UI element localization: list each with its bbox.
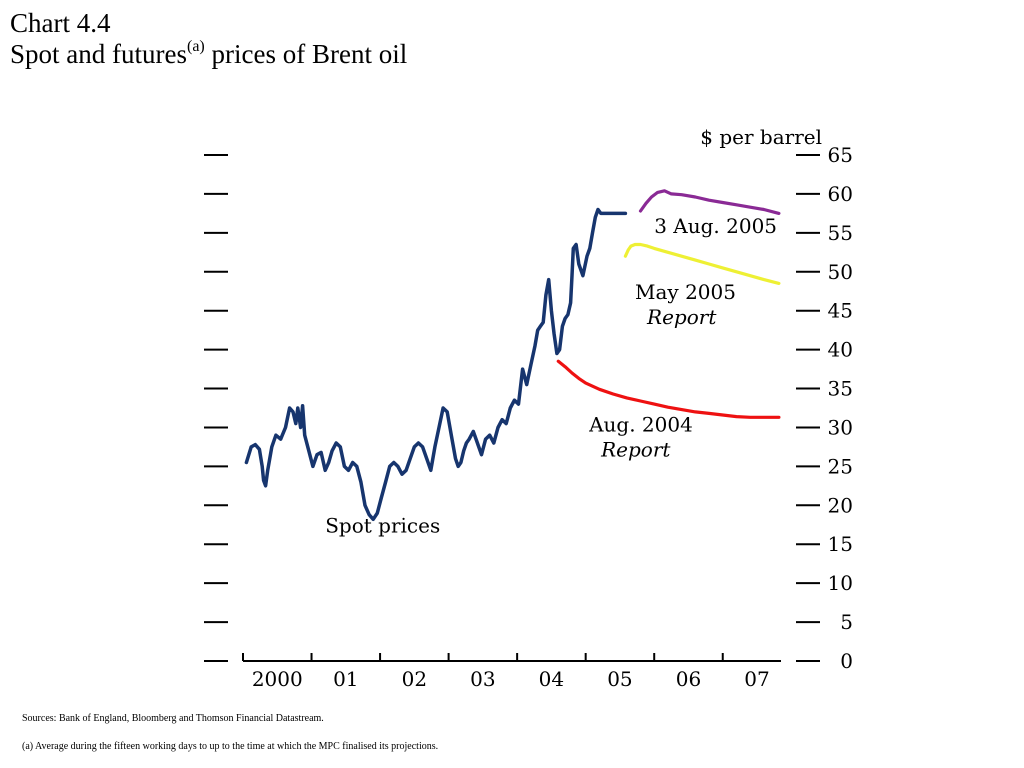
- y-tick-label-20: 20: [828, 493, 853, 517]
- y-tick-label-65: 65: [828, 143, 853, 167]
- y-tick-label-35: 35: [828, 377, 853, 401]
- y-tick-label-15: 15: [828, 532, 853, 556]
- x-tick-label-2000: 2000: [252, 667, 303, 691]
- y-tick-label-10: 10: [828, 571, 853, 595]
- x-tick-label-03: 03: [470, 667, 495, 691]
- chart-title: Chart 4.4 Spot and futures(a) prices of B…: [10, 8, 407, 70]
- y-tick-label-55: 55: [828, 221, 853, 245]
- series-label-1-0: Aug. 2004: [588, 412, 693, 436]
- title-footnote-marker: (a): [186, 38, 205, 55]
- y-tick-label-30: 30: [828, 415, 853, 439]
- y-tick-label-0: 0: [840, 649, 853, 673]
- x-tick-label-02: 02: [402, 667, 427, 691]
- y-tick-label-50: 50: [828, 260, 853, 284]
- title-rest: prices of Brent oil: [204, 39, 408, 69]
- footnote-a: (a) Average during the fifteen working d…: [22, 741, 439, 752]
- series-line-1: [556, 359, 781, 419]
- left-axis-ticks: [204, 154, 228, 662]
- y-tick-label-5: 5: [840, 610, 853, 634]
- x-tick-label-07: 07: [744, 667, 769, 691]
- series-label-3-0: 3 Aug. 2005: [654, 214, 777, 238]
- sources-note: Sources: Bank of England, Bloomberg and …: [22, 713, 324, 724]
- series-layer: [244, 189, 781, 522]
- x-tick-label-06: 06: [676, 667, 701, 691]
- x-tick-label-01: 01: [333, 667, 358, 691]
- x-tick-label-05: 05: [607, 667, 632, 691]
- title-main: Spot and futures: [10, 39, 187, 69]
- series-label-2-1: Report: [646, 305, 717, 329]
- series-label-0-0: Spot prices: [325, 514, 440, 538]
- y-tick-label-40: 40: [828, 338, 853, 362]
- y-tick-label-25: 25: [828, 454, 853, 478]
- x-tick-label-04: 04: [539, 667, 564, 691]
- y-tick-label-60: 60: [828, 182, 853, 206]
- chart-number: Chart 4.4: [10, 8, 111, 38]
- series-label-2-0: May 2005: [635, 280, 736, 304]
- series-label-1-1: Report: [600, 437, 671, 461]
- right-axis-ticks: 0 5 10 15 20 25 30 35 40 45 50 55 60 65: [796, 143, 853, 673]
- y-axis-unit-label: $ per barrel: [700, 125, 822, 149]
- x-axis: 2000 01 02 03 04 05 06 07: [242, 653, 781, 691]
- y-tick-label-45: 45: [828, 299, 853, 323]
- series-line-2: [623, 242, 781, 285]
- series-line-3: [638, 189, 781, 215]
- series-line-0: [244, 207, 628, 522]
